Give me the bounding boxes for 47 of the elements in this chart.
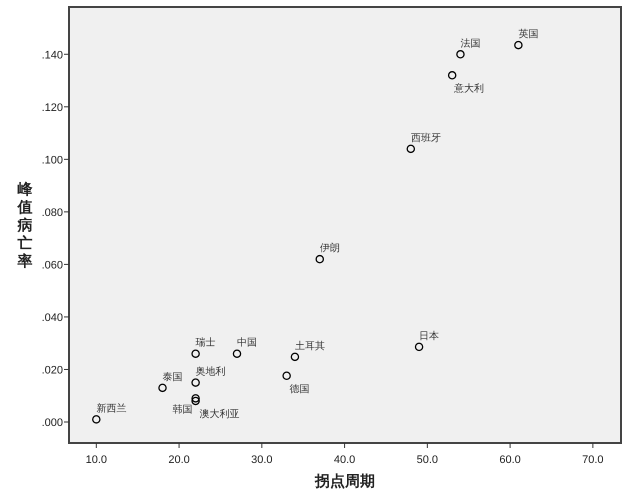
y-tick-label: .140 (42, 49, 63, 62)
annotation: 中国 (237, 336, 257, 349)
point (414, 342, 424, 352)
point (158, 384, 167, 392)
x-tick-label: 20.0 (168, 454, 190, 466)
annotation: 西班牙 (410, 132, 441, 144)
y-tick-label: .040 (42, 312, 63, 324)
y-tick-label: .000 (42, 416, 63, 429)
x-tick-label: 10.0 (86, 454, 108, 466)
annotation: 土耳其 (294, 340, 325, 352)
y-tick-label: .120 (42, 102, 63, 114)
annotation: 韩国 (172, 403, 193, 416)
point (191, 349, 200, 358)
x-tick-label: 70.0 (582, 454, 604, 466)
y-tick-label: .100 (42, 154, 63, 166)
point (191, 396, 200, 406)
point (456, 50, 465, 59)
y-axis-title: 峰值病亡率 (16, 181, 34, 270)
x-axis-title: 拐点周期 (314, 473, 375, 490)
annotation: 澳大利亚 (200, 408, 240, 420)
annotation: 泰国 (162, 372, 183, 383)
x-tick-label: 60.0 (499, 454, 521, 466)
x-tick-label: 30.0 (251, 454, 273, 466)
point (514, 40, 523, 50)
y-tick-label: .080 (42, 206, 63, 219)
annotation: 英国 (518, 28, 538, 40)
point (282, 372, 291, 380)
point (191, 378, 200, 387)
annotation: 德国 (290, 384, 310, 395)
annotation: 新西兰 (96, 402, 126, 414)
annotation: 法国 (460, 37, 480, 50)
y-tick-label: .020 (42, 364, 63, 376)
point (316, 254, 324, 264)
annotation: 日本 (419, 330, 440, 342)
point (406, 144, 416, 154)
point (232, 349, 242, 358)
point (290, 352, 300, 362)
point (448, 71, 456, 80)
point (191, 394, 200, 403)
y-tick-label: .060 (42, 259, 63, 272)
point (92, 415, 101, 424)
annotation: 瑞士 (196, 336, 216, 349)
annotation: 奥地利 (196, 366, 226, 378)
annotation: 意大利 (453, 82, 484, 94)
annotation: 伊朗 (320, 242, 340, 254)
x-tick-label: 50.0 (416, 454, 438, 466)
x-tick-label: 40.0 (334, 454, 356, 466)
